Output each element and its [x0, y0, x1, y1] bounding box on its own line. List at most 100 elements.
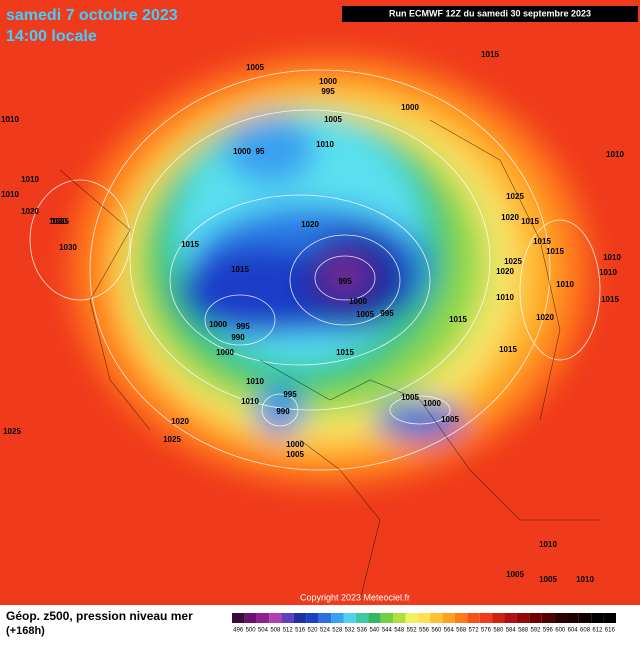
- colorbar-swatch: [405, 613, 418, 623]
- isobar-label: 95: [256, 147, 265, 156]
- isobar-label: 1025: [163, 435, 181, 444]
- isobar-label: 1015: [231, 265, 249, 274]
- colorbar-swatch: [603, 613, 616, 623]
- isobar-label: 990: [276, 407, 290, 416]
- isobar-label: 1000: [286, 440, 304, 449]
- colorbar-swatch: [504, 613, 517, 623]
- isobar-label: 1005: [286, 450, 304, 459]
- isobar-label: 1020: [301, 220, 319, 229]
- colorbar-swatch: [454, 613, 468, 623]
- colorbar-swatch: [256, 613, 270, 623]
- colorbar-label: 596: [543, 628, 554, 634]
- colorbar-swatch: [355, 613, 369, 623]
- isobar-label: 1030: [59, 243, 77, 252]
- colorbar-swatch: [492, 613, 505, 623]
- isobar-label: 1015: [336, 348, 354, 357]
- time-title: 14:00 locale: [6, 28, 97, 45]
- colorbar-swatch: [244, 613, 257, 623]
- colorbar-label: 604: [568, 628, 579, 634]
- isobar-label: 1020: [501, 213, 519, 222]
- colorbar-swatch: [281, 613, 294, 623]
- isobar-label: 995: [321, 87, 335, 96]
- colorbar-swatch: [306, 613, 319, 623]
- colorbar-label: 588: [518, 628, 529, 634]
- isobar-label: 990: [231, 333, 245, 342]
- isobar-label: 1015: [481, 50, 499, 59]
- isobar-label: 1010: [1, 115, 19, 124]
- isobar-label: 1015: [181, 240, 199, 249]
- isobar-label: 1020: [21, 207, 39, 216]
- colorbar-label: 504: [258, 628, 269, 634]
- isobar-label: 1015: [499, 345, 517, 354]
- isobar-label: 1000: [423, 399, 441, 408]
- isobar-label: 1005: [441, 415, 459, 424]
- colorbar-label: 528: [332, 628, 343, 634]
- colorbar-label: 500: [246, 628, 257, 634]
- isobar-label: 1000: [216, 348, 234, 357]
- isobar-label: 1000: [349, 297, 367, 306]
- colorbar-label: 556: [419, 628, 430, 634]
- isobar-label: 1015: [521, 217, 539, 226]
- colorbar-label: 544: [382, 628, 393, 634]
- colorbar-swatch: [516, 613, 530, 623]
- colorbar-label: 560: [431, 628, 442, 634]
- colorbar-swatch: [293, 613, 307, 623]
- field: [0, 0, 640, 605]
- isobar-label: 995: [380, 309, 394, 318]
- isobar-label: 1015: [533, 237, 551, 246]
- copyright: Copyright 2023 Meteociel.fr: [300, 592, 410, 602]
- colorbar-swatch: [541, 613, 555, 623]
- isobar-label: 1005: [324, 115, 342, 124]
- isobar-label: 1000: [319, 77, 337, 86]
- colorbar-label: 508: [270, 628, 281, 634]
- isobar-label: 1015: [601, 295, 619, 304]
- isobar-label: 1020: [49, 217, 67, 226]
- footer-lead: (+168h): [6, 625, 45, 637]
- isobar-label: 1010: [246, 377, 264, 386]
- isobar-label: 1010: [539, 540, 557, 549]
- colorbar-swatch: [368, 613, 381, 623]
- colorbar-swatch: [393, 613, 406, 623]
- isobar-label: 1025: [51, 217, 69, 226]
- isobar-label: 1010: [1, 190, 19, 199]
- colorbar-swatch: [554, 613, 567, 623]
- colorbar-swatch: [591, 613, 604, 623]
- isobar-label: 1025: [3, 427, 21, 436]
- colorbar-label: 520: [308, 628, 319, 634]
- colorbar-label: 548: [394, 628, 405, 634]
- isobar-label: 1010: [576, 575, 594, 584]
- colorbar-label: 516: [295, 628, 306, 634]
- date-title: samedi 7 octobre 2023: [6, 7, 178, 24]
- colorbar-label: 580: [493, 628, 504, 634]
- colorbar-swatch: [442, 613, 455, 623]
- colorbar-label: 564: [444, 628, 455, 634]
- isobar-label: 1000: [233, 147, 251, 156]
- colorbar-label: 584: [506, 628, 517, 634]
- colorbar-swatch: [529, 613, 542, 623]
- isobar-label: 1005: [246, 63, 264, 72]
- colorbar-swatch: [479, 613, 493, 623]
- colorbar-swatch: [343, 613, 356, 623]
- colorbar-swatch: [318, 613, 332, 623]
- colorbar-swatch: [269, 613, 282, 623]
- colorbar-label: 612: [592, 628, 603, 634]
- isobar-label: 995: [338, 277, 352, 286]
- isobar-label: 1020: [496, 267, 514, 276]
- colorbar-label: 524: [320, 628, 331, 634]
- colorbar-label: 600: [555, 628, 566, 634]
- footer-title: Géop. z500, pression niveau mer: [6, 609, 193, 623]
- isobar-label: 1015: [546, 247, 564, 256]
- isobar-label: 1010: [496, 293, 514, 302]
- isobar-label: 995: [236, 322, 250, 331]
- colorbar-swatch: [430, 613, 443, 623]
- colorbar-label: 592: [530, 628, 541, 634]
- isobar-label: 1010: [606, 150, 624, 159]
- colorbar-label: 576: [481, 628, 492, 634]
- colorbar-swatch: [417, 613, 431, 623]
- colorbar-label: 616: [605, 628, 616, 634]
- colorbar: 496 500 504 508 512 516 520 524 528 532 536 540 544 5…: [232, 613, 616, 634]
- colorbar-swatch: [331, 613, 344, 623]
- isobar-label: 1010: [603, 253, 621, 262]
